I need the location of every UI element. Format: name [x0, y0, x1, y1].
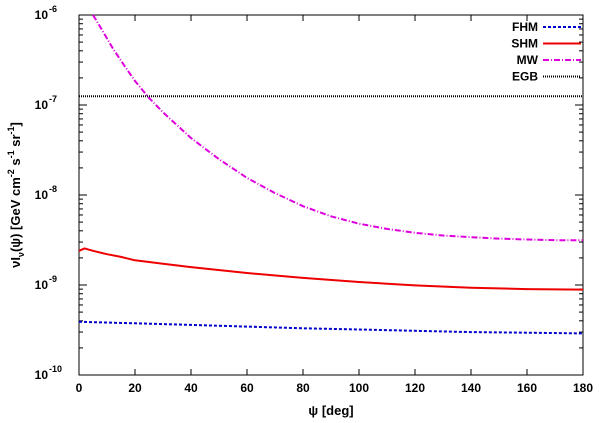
y-tick-label: 10 — [35, 98, 49, 112]
y-axis-label-close: ] — [8, 122, 23, 126]
y-tick-label: 10 — [35, 368, 49, 382]
legend-label-shm: SHM — [511, 37, 538, 51]
y-axis-label-exp-sr: -1 — [6, 126, 16, 134]
series-line-mw — [92, 14, 583, 242]
x-tick-label: 40 — [184, 381, 198, 395]
legend-label-egb: EGB — [512, 70, 538, 84]
series-layer — [78, 14, 584, 335]
y-tick-label-exponent: -10 — [49, 364, 62, 374]
y-tick-label-base: 10 — [35, 368, 49, 382]
x-tick-label: 180 — [573, 381, 593, 395]
y-axis-label-part-sr: sr — [8, 134, 23, 150]
y-axis-label-exp-s: -1 — [6, 150, 16, 158]
y-tick-label-exponent: -9 — [49, 274, 57, 284]
y-axis-label: νIν(ψ) [GeV cm-2 s-1 sr-1] — [6, 122, 26, 268]
y-axis-label-sub-nu: ν — [16, 252, 26, 257]
x-tick-marks — [78, 15, 584, 375]
y-tick-label-base: 10 — [35, 278, 49, 292]
y-tick-label: 10 — [35, 278, 49, 292]
y-tick-label-base: 10 — [35, 8, 49, 22]
x-tick-label: 20 — [128, 381, 142, 395]
y-tick-label-exponent: -7 — [49, 94, 57, 104]
x-tick-label: 0 — [76, 381, 83, 395]
x-tick-label: 140 — [461, 381, 481, 395]
x-tick-label: 100 — [349, 381, 369, 395]
series-line-fhm — [78, 320, 584, 335]
x-tick-label: 60 — [240, 381, 254, 395]
x-tick-label: 80 — [296, 381, 310, 395]
y-axis-label-part-s: s — [8, 158, 23, 169]
legend-label-fhm: FHM — [512, 20, 538, 34]
series-line-shm — [78, 247, 584, 291]
y-axis-label-exp-cm: -2 — [6, 169, 16, 177]
plot-frame — [78, 14, 584, 376]
y-tick-label-exponent: -8 — [49, 184, 57, 194]
y-axis-label-part-1: νI — [8, 257, 23, 268]
y-tick-label-base: 10 — [35, 98, 49, 112]
legend-label-mw: MW — [517, 53, 539, 67]
plot-area — [78, 14, 584, 376]
y-axis-label-part-2: (ψ) [GeV cm — [8, 177, 23, 252]
y-tick-marks — [79, 14, 583, 376]
y-tick-label: 10 — [35, 8, 49, 22]
x-tick-labels: 0 20 40 60 80 100 120 140 160 180 — [76, 381, 594, 395]
x-axis-label: ψ [deg] — [308, 403, 353, 418]
y-tick-label-base: 10 — [35, 188, 49, 202]
x-tick-label: 120 — [405, 381, 425, 395]
x-tick-label: 160 — [517, 381, 537, 395]
legend: FHM SHM MW EGB — [511, 20, 581, 84]
y-tick-label-exponent: -6 — [49, 4, 57, 14]
y-tick-label: 10 — [35, 188, 49, 202]
